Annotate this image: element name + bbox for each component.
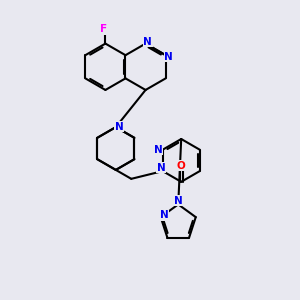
Text: N: N [160,210,169,220]
Text: N: N [164,52,173,62]
Text: N: N [143,37,152,46]
Text: F: F [100,24,107,34]
Text: N: N [115,122,124,131]
Text: N: N [174,196,183,206]
Text: O: O [177,161,186,171]
Text: N: N [154,145,163,155]
Text: N: N [157,163,166,172]
